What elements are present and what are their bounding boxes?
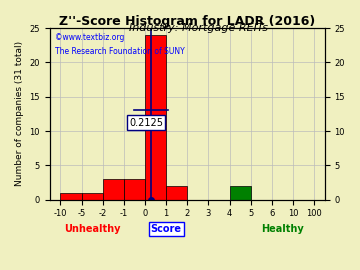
Y-axis label: Number of companies (31 total): Number of companies (31 total) (15, 41, 24, 186)
Bar (145, 35, 166, 200)
Bar (124, 179, 145, 200)
Text: Unhealthy: Unhealthy (64, 224, 120, 234)
Text: 0.2125: 0.2125 (129, 118, 163, 128)
Bar (166, 186, 187, 200)
Bar (230, 186, 251, 200)
Text: The Research Foundation of SUNY: The Research Foundation of SUNY (55, 47, 185, 56)
Bar (81, 193, 103, 200)
Text: Healthy: Healthy (261, 224, 304, 234)
Bar (103, 179, 124, 200)
Title: Z''-Score Histogram for LADR (2016): Z''-Score Histogram for LADR (2016) (59, 15, 315, 28)
Text: Score: Score (150, 224, 182, 234)
Text: Industry: Mortgage REITs: Industry: Mortgage REITs (129, 23, 267, 33)
Text: ©www.textbiz.org: ©www.textbiz.org (55, 33, 125, 42)
Bar (60, 193, 81, 200)
